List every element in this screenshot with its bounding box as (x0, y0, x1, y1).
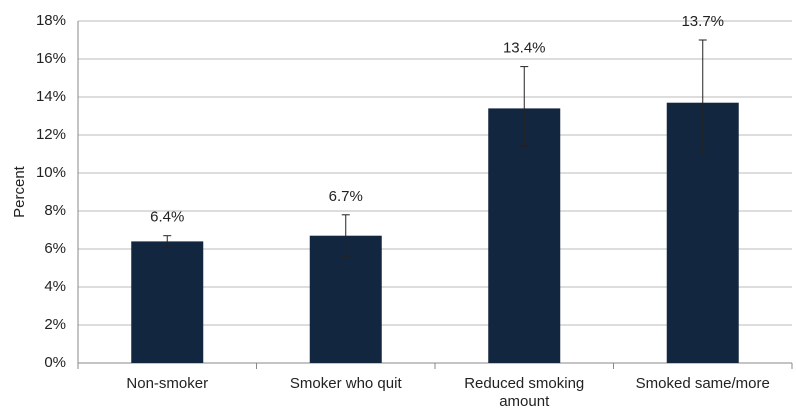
x-tick-label: Smoked same/more (635, 375, 770, 392)
y-tick-label: 2% (44, 316, 66, 333)
y-tick-label: 14% (36, 88, 66, 105)
bar (131, 241, 204, 363)
value-label: 13.4% (503, 40, 546, 57)
y-tick-label: 0% (44, 354, 66, 371)
x-tick-label: Non-smoker (126, 375, 209, 392)
value-label: 13.7% (681, 13, 724, 30)
y-tick-label: 8% (44, 202, 66, 219)
y-tick-label: 12% (36, 126, 66, 143)
y-tick-label: 4% (44, 278, 66, 295)
value-label: 6.4% (150, 209, 184, 226)
error-bar (163, 235, 172, 248)
x-tick-label: Reduced smoking amount (464, 375, 585, 410)
y-tick-label: 16% (36, 50, 66, 67)
y-tick-label: 18% (36, 12, 66, 29)
y-tick-label: 6% (44, 240, 66, 257)
error-bar (341, 214, 350, 258)
error-bar (520, 66, 529, 147)
y-tick-label: 10% (36, 164, 66, 181)
value-label: 6.7% (329, 188, 363, 205)
x-tick-label: Smoker who quit (289, 375, 402, 392)
y-axis-label: Percent (11, 165, 28, 218)
bar (488, 108, 561, 364)
error-bar (698, 39, 707, 155)
